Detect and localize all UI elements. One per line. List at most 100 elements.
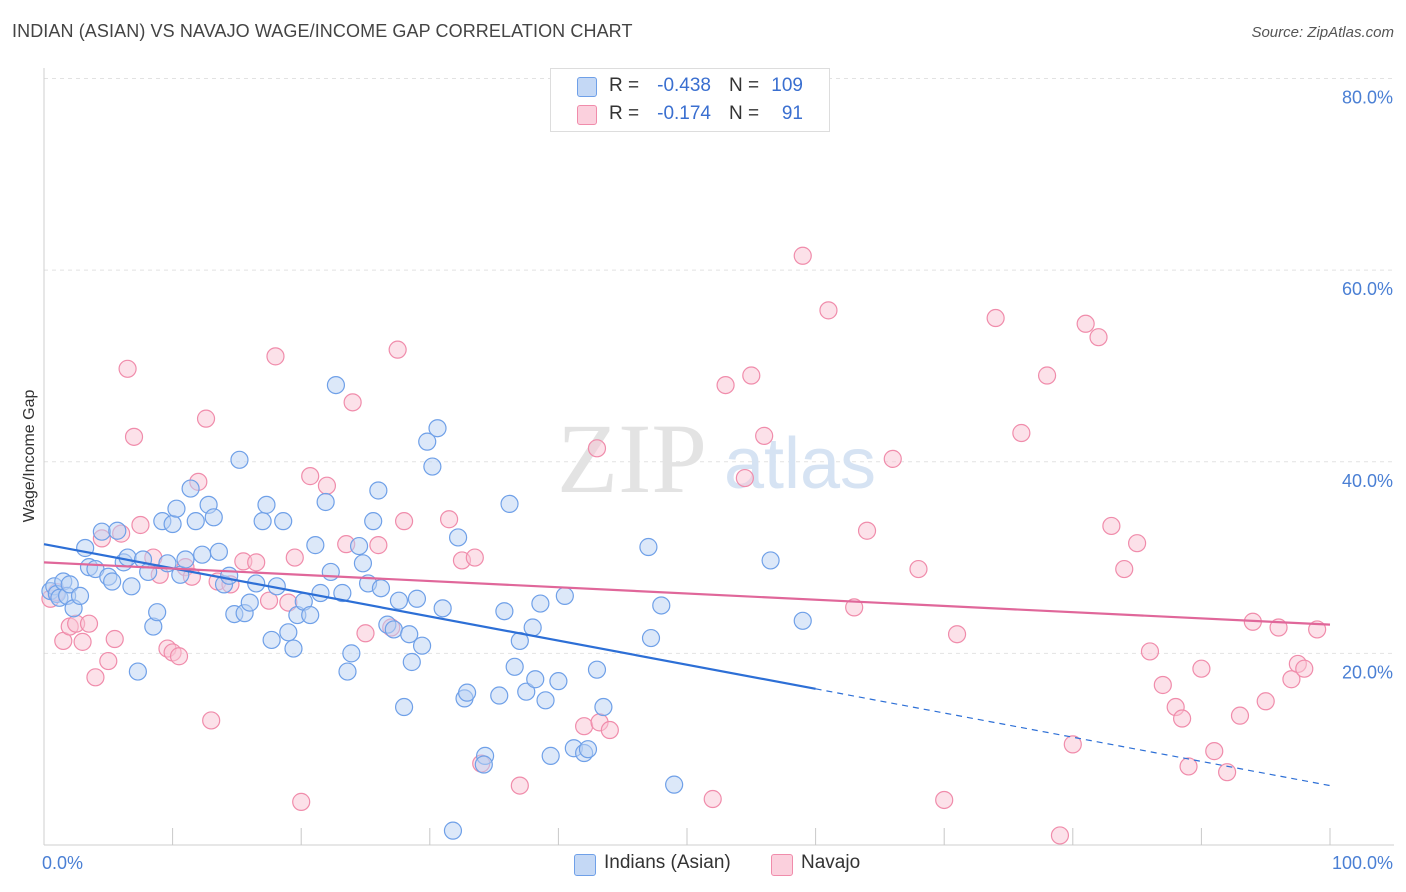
indian-asian-point (209, 542, 228, 561)
legend-row-navajo: R = -0.174 N = 91 (551, 101, 829, 129)
indian-asian-point (505, 657, 524, 676)
indian-asian-point (457, 683, 477, 702)
navajo-point (79, 614, 99, 633)
navajo-point (819, 301, 838, 320)
indian-asian-point (321, 562, 340, 582)
indian-asian-point (139, 562, 158, 582)
navajo-point (465, 548, 484, 567)
indian-asian-point (407, 589, 427, 608)
navajo-point (1063, 735, 1082, 754)
navajo-point (196, 409, 216, 428)
indian-asian-point (353, 554, 373, 573)
navajo-point (1127, 534, 1147, 553)
navajo-point (439, 510, 459, 529)
navajo-point (1153, 675, 1172, 695)
navajo-point (292, 792, 311, 811)
indian-asian-point (448, 528, 468, 547)
indian-asian-point (517, 682, 536, 701)
legend-r-label: R = (609, 75, 640, 96)
series-label-indian-asian: Indians (Asian) (604, 852, 731, 873)
legend-row-indian-asian: R = -0.438 N = 109 (551, 73, 829, 101)
indian-asian-point (204, 508, 223, 527)
navajo-point (1192, 659, 1211, 678)
navajo-point (947, 625, 967, 644)
indian-asian-point (369, 481, 388, 500)
navajo-point (301, 467, 320, 486)
indian-asian-point (193, 545, 212, 564)
indian-asian-point (301, 605, 320, 625)
indian-asian-point (641, 628, 661, 648)
navajo-point (857, 521, 877, 540)
indian-asian-point (490, 686, 509, 705)
indian-asian-point (118, 548, 137, 567)
indian-asian-point (257, 495, 276, 514)
indian-asian-point (523, 618, 542, 637)
navajo-point (793, 246, 812, 265)
indian-asian-point (176, 550, 195, 569)
navajo-point (131, 515, 150, 535)
watermark-atlas: atlas (724, 424, 876, 504)
navajo-point (317, 476, 337, 495)
x-tick-labels: 0.0% 100.0% (42, 853, 1393, 873)
navajo-point (935, 790, 954, 810)
navajo-point (1012, 423, 1031, 443)
series-label-navajo: Navajo (801, 852, 861, 873)
indian-asian-point (326, 376, 346, 395)
indian-asian-point (555, 586, 574, 605)
navajo-point (510, 776, 529, 795)
indian-asian-point (253, 512, 272, 531)
indian-asian-point (163, 514, 182, 534)
navajo-point (124, 427, 144, 446)
navajo-point (394, 512, 414, 531)
indian-asian-point (400, 625, 419, 644)
indian-asian-point (108, 521, 127, 540)
navajo-point (1218, 763, 1237, 782)
navajo-points (41, 246, 1327, 845)
indian-asian-point (549, 672, 568, 691)
navajo-point (1230, 706, 1250, 725)
indian-asian-point (594, 697, 613, 717)
correlation-legend: R = -0.438 N = 109 R = -0.174 N = 91 (550, 68, 830, 132)
indian-asian-point (230, 450, 249, 469)
navajo-point (1282, 670, 1301, 689)
indian-asian-point (531, 594, 550, 613)
navajo-point (343, 393, 362, 412)
indian-asian-point (122, 577, 141, 596)
indian-asian-point (402, 652, 421, 672)
series-swatch-navajo (771, 854, 793, 876)
indian-asian-point (541, 746, 560, 765)
navajo-point (909, 559, 928, 579)
navajo-point (105, 629, 124, 649)
navajo-point (1050, 826, 1070, 845)
y-tick-label: 20.0% (1342, 662, 1393, 682)
indian-asian-point (284, 639, 303, 658)
indian-asian-point (92, 522, 111, 541)
indian-asian-point (279, 623, 298, 642)
indian-asian-point (220, 566, 239, 585)
legend-swatch-navajo (577, 105, 597, 125)
indian-asian-point (342, 644, 361, 663)
navajo-point (285, 548, 304, 567)
indian-asian-point (652, 596, 671, 615)
legend-n-value: 109 (771, 75, 803, 96)
indian-asian-point (103, 572, 122, 591)
indian-asian-point (500, 494, 519, 514)
navajo-point (266, 347, 285, 366)
navajo-point (1179, 757, 1198, 776)
trend-lines (43, 543, 1331, 787)
navajo-point (1115, 559, 1134, 579)
navajo-point (845, 598, 864, 617)
indian-asian-point (338, 662, 357, 681)
legend-r-value: -0.174 (657, 103, 711, 124)
indian-asian-point (526, 670, 545, 689)
indian-asian-point (316, 492, 335, 512)
indian-asian-point (148, 603, 167, 622)
legend-n-value: 91 (781, 103, 803, 124)
navajo-point (388, 340, 407, 359)
navajo-point (1102, 516, 1121, 536)
navajo-point (1295, 659, 1314, 678)
indian-asian-point (418, 432, 437, 451)
indian-asian-point (60, 575, 79, 594)
navajo-point (703, 789, 722, 809)
y-tick-label: 80.0% (1342, 88, 1393, 108)
